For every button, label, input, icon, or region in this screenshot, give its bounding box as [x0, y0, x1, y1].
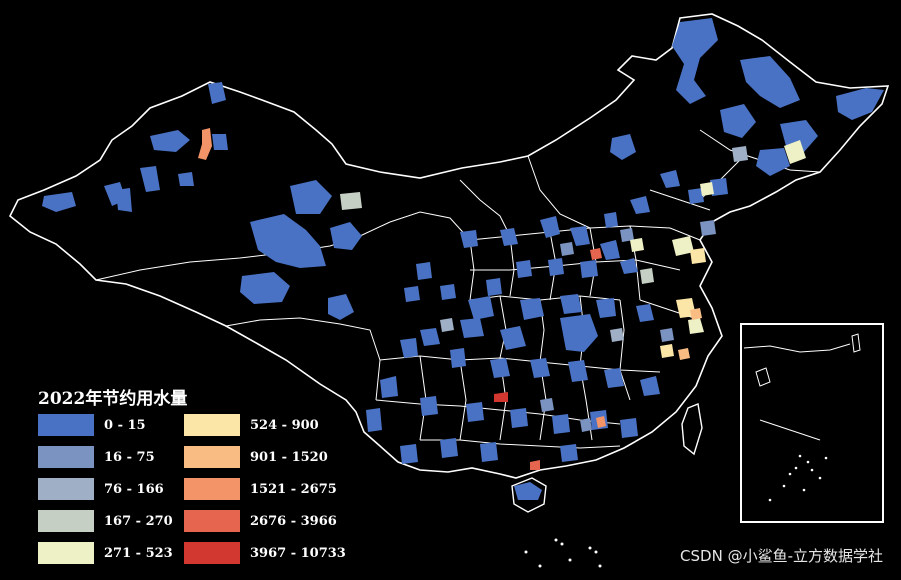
legend-item: 0 - 15 [38, 414, 146, 436]
legend-swatch [184, 542, 240, 564]
legend-swatch [38, 478, 94, 500]
legend-label: 524 - 900 [250, 417, 319, 433]
legend-label: 16 - 75 [104, 449, 155, 465]
legend-item: 2676 - 3966 [184, 510, 337, 532]
inset-map [740, 323, 884, 523]
legend-swatch [38, 446, 94, 468]
legend-label: 2676 - 3966 [250, 513, 337, 529]
national-boundary [8, 13, 890, 479]
legend-label: 1521 - 2675 [250, 481, 337, 497]
legend-label: 0 - 15 [104, 417, 146, 433]
legend-item: 1521 - 2675 [184, 478, 337, 500]
legend-label: 76 - 166 [104, 481, 164, 497]
legend-label: 271 - 523 [104, 545, 173, 561]
watermark: CSDN @小鲨鱼-立方数据学社 [680, 547, 883, 565]
legend-item: 524 - 900 [184, 414, 319, 436]
legend-swatch [184, 510, 240, 532]
south-china-sea-islands [524, 538, 602, 568]
legend-label: 167 - 270 [104, 513, 173, 529]
legend-swatch [38, 510, 94, 532]
legend-item: 167 - 270 [38, 510, 173, 532]
legend-label: 3967 - 10733 [250, 545, 346, 561]
legend-title: 2022年节约用水量 [38, 389, 188, 409]
legend-swatch [184, 446, 240, 468]
counties-901-plus [198, 128, 702, 470]
legend-swatch [38, 542, 94, 564]
legend: 0 - 15 16 - 75 76 - 166 167 - 270 271 - 523 5… [38, 414, 358, 580]
legend-item: 76 - 166 [38, 478, 164, 500]
legend-item: 16 - 75 [38, 446, 155, 468]
legend-swatch [184, 478, 240, 500]
legend-item: 271 - 523 [38, 542, 173, 564]
legend-swatch [38, 414, 94, 436]
counties-271-900 [630, 140, 806, 358]
taiwan-island [681, 403, 703, 456]
counties-0-15 [42, 18, 884, 500]
counties-16-166 [440, 146, 748, 432]
counties-167-270 [340, 192, 654, 284]
legend-swatch [184, 414, 240, 436]
legend-item: 3967 - 10733 [184, 542, 346, 564]
legend-item: 901 - 1520 [184, 446, 328, 468]
legend-label: 901 - 1520 [250, 449, 328, 465]
